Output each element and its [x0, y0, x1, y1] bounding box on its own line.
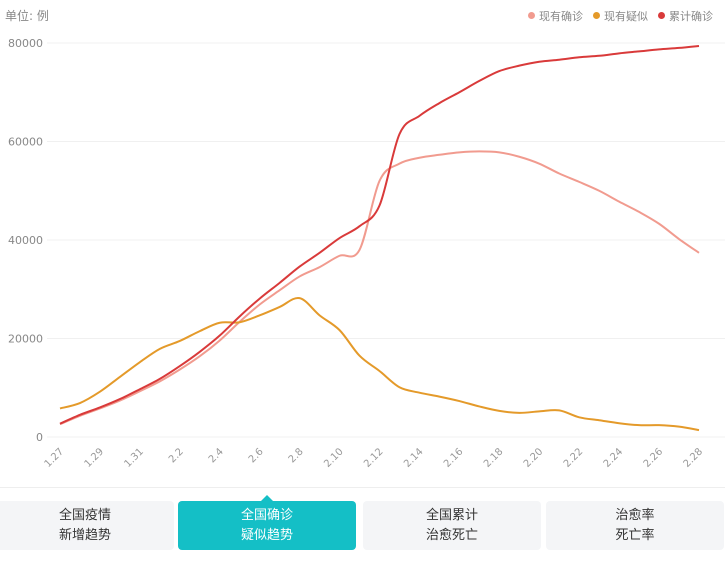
- legend: 现有确诊 现有疑似 累计确诊: [528, 8, 713, 24]
- x-tick-label: 2.22: [562, 446, 586, 470]
- legend-dot-icon: [593, 12, 600, 19]
- x-tick-label: 2.8: [287, 446, 306, 465]
- legend-dot-icon: [528, 12, 535, 19]
- unit-label: 单位: 例: [5, 9, 49, 23]
- x-tick-label: 2.6: [247, 446, 266, 465]
- x-tick-label: 2.18: [482, 446, 506, 470]
- series-line-现有确诊: [59, 150, 700, 426]
- x-tick-label: 2.14: [402, 446, 426, 470]
- tab-confirmed-suspected-trend[interactable]: 全国确诊 疑似趋势: [178, 495, 356, 550]
- legend-item-current-suspected[interactable]: 现有疑似: [593, 8, 648, 24]
- legend-item-current-confirmed[interactable]: 现有确诊: [528, 8, 583, 24]
- x-tick-label: 1.27: [43, 446, 67, 470]
- legend-item-cumulative-confirmed[interactable]: 累计确诊: [658, 8, 713, 24]
- x-tick-label: 2.2: [167, 446, 186, 465]
- x-tick-label: 2.4: [207, 446, 226, 465]
- x-tick-label: 1.29: [83, 446, 107, 470]
- x-tick-label: 2.20: [522, 446, 546, 470]
- divider: [0, 487, 725, 488]
- series-line-现有疑似: [59, 296, 700, 432]
- tab-cure-death-rate[interactable]: 治愈率 死亡率: [546, 501, 724, 550]
- x-tick-label: 2.26: [642, 446, 666, 470]
- x-tick-label: 2.24: [602, 446, 626, 470]
- x-tick-label: 2.12: [362, 446, 386, 470]
- x-tick-label: 1.31: [122, 446, 146, 470]
- y-tick-label: 40000: [8, 234, 43, 247]
- y-tick-label: 0: [36, 431, 43, 444]
- tab-new-trend[interactable]: 全国疫情 新增趋势: [0, 501, 174, 550]
- y-tick-label: 80000: [8, 37, 43, 50]
- x-tick-label: 2.28: [682, 446, 706, 470]
- tab-cured-deaths[interactable]: 全国累计 治愈死亡: [363, 501, 541, 550]
- series-line-累计确诊: [59, 44, 700, 425]
- y-tick-label: 20000: [8, 333, 43, 346]
- legend-dot-icon: [658, 12, 665, 19]
- y-tick-label: 60000: [8, 136, 43, 149]
- line-chart: 0 20000 40000 60000 80000 1.27 1.29 1.31 2.2 2.4 2…: [8, 37, 725, 470]
- x-tick-label: 2.16: [442, 446, 466, 470]
- x-tick-label: 2.10: [322, 446, 346, 470]
- tab-bar: 全国疫情 新增趋势 全国确诊 疑似趋势 全国累计 治愈死亡 治愈率 死亡率: [0, 495, 725, 550]
